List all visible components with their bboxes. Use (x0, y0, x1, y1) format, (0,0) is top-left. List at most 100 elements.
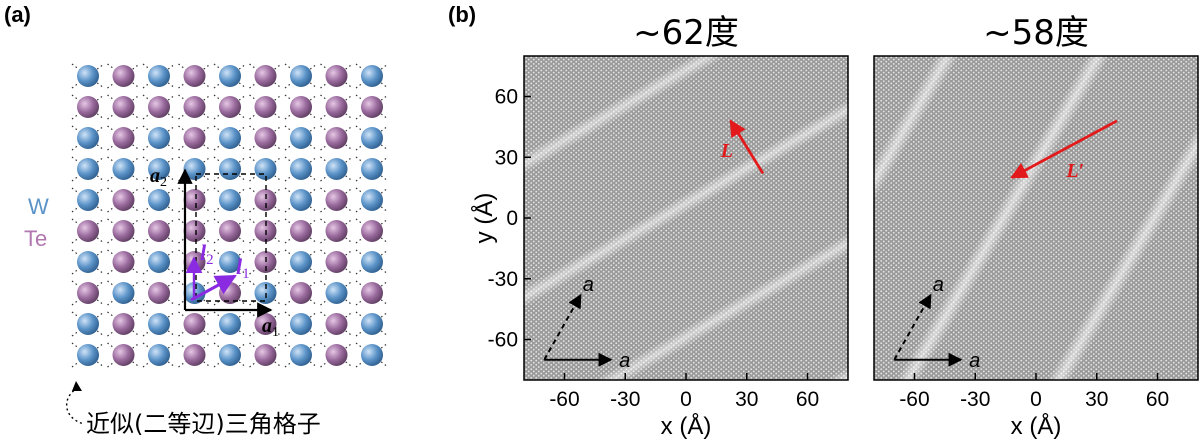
te-atom (183, 65, 206, 87)
w-atom (148, 251, 170, 273)
te-atom (254, 344, 277, 366)
plot2-a-dashed-label: a (933, 274, 944, 296)
w-atom (290, 344, 312, 366)
plot1-L-vector (729, 119, 765, 175)
w-atom (148, 189, 170, 211)
l1-vector-arrow (190, 274, 237, 302)
legend-w-label: W (28, 194, 49, 219)
plot1-title: ~62度 (633, 13, 739, 53)
plot1-a-dashed-label: a (583, 274, 594, 296)
te-atom (325, 220, 348, 242)
w-atom (219, 313, 241, 335)
te-atom (219, 220, 241, 242)
te-atom (148, 282, 170, 304)
w-atom (290, 251, 312, 273)
l2-vector-label: l2 (200, 240, 214, 268)
te-atom (254, 313, 277, 335)
x-tick-label: 60 (796, 388, 819, 411)
plot1-ticks: -60 -30 0 30 60 60 30 0 -30 -60 (488, 86, 820, 412)
w-atom (148, 158, 170, 180)
plot2-a-solid-label: a (969, 350, 980, 372)
w-atom (290, 65, 312, 87)
te-atom (183, 344, 206, 366)
w-atom (112, 158, 135, 180)
y-tick-label: 30 (495, 146, 518, 169)
te-atom (183, 189, 206, 211)
te-atom (112, 65, 135, 87)
w-atom (219, 251, 241, 273)
te-atom (183, 96, 206, 118)
w-atom (219, 65, 241, 87)
w-atom (77, 251, 99, 273)
te-atom (183, 127, 206, 149)
w-atom (77, 65, 99, 87)
te-atom (325, 344, 348, 366)
te-atom (361, 282, 383, 304)
a2-vector-label: a2 (150, 165, 167, 190)
w-atom (325, 158, 348, 180)
te-atom (325, 65, 348, 87)
te-atom (112, 127, 135, 149)
plot2-L-label: L′ (1065, 160, 1084, 182)
w-atom (77, 158, 99, 180)
plot2-xlabel: x (Å) (1011, 412, 1062, 440)
lattice-caption: 近似(二等辺)三角格子 (86, 410, 321, 438)
te-atom (183, 313, 206, 335)
x-tick-label: -30 (610, 388, 640, 411)
plot1-ylabel: y (Å) (470, 193, 498, 244)
w-atom (361, 251, 383, 273)
te-atom (325, 96, 348, 118)
te-atom (77, 96, 99, 118)
w-atom (290, 313, 312, 335)
w-atom (148, 65, 170, 87)
w-atom (361, 158, 383, 180)
w-atom (290, 127, 312, 149)
y-tick-label: -30 (488, 268, 518, 291)
plot2-L-vector (1010, 119, 1118, 179)
w-atom (361, 344, 383, 366)
w-atom (77, 127, 99, 149)
w-atom (361, 313, 383, 335)
te-atom (219, 96, 241, 118)
plot2-ticks: -60 -30 0 30 60 (899, 373, 1169, 411)
atom-lattice (71, 63, 389, 368)
x-tick-label: -30 (960, 388, 990, 411)
x-tick-label: 60 (1146, 388, 1169, 411)
w-atom (219, 158, 241, 180)
x-tick-label: 0 (1030, 388, 1042, 411)
te-atom (254, 189, 277, 211)
te-atom (112, 313, 135, 335)
y-tick-label: -60 (488, 329, 518, 352)
te-atom (361, 220, 383, 242)
te-atom (325, 189, 348, 211)
plot2-title: ~58度 (983, 13, 1089, 53)
plot1-xlabel: x (Å) (661, 412, 712, 440)
w-atom (148, 313, 170, 335)
panel-b-label: (b) (448, 2, 476, 27)
te-atom (112, 251, 135, 273)
te-atom (290, 96, 312, 118)
legend-te-label: Te (24, 226, 47, 251)
te-atom (148, 220, 170, 242)
w-atom (290, 189, 312, 211)
te-atom (325, 127, 348, 149)
te-atom (112, 189, 135, 211)
w-atom (77, 313, 99, 335)
te-atom (290, 220, 312, 242)
y-tick-label: 60 (495, 86, 518, 109)
w-atom (219, 189, 241, 211)
te-atom (325, 251, 348, 273)
plot1-frame (523, 55, 849, 381)
w-atom (219, 127, 241, 149)
te-atom (183, 220, 206, 242)
w-atom (112, 282, 135, 304)
te-atom (254, 65, 277, 87)
caption-pointer-arrow (66, 387, 85, 425)
te-atom (77, 282, 99, 304)
plot1-L-label: L (720, 140, 733, 162)
te-atom (325, 313, 348, 335)
x-tick-label: -60 (549, 388, 579, 411)
y-tick-label: 0 (506, 207, 518, 230)
plot2-a-dashed-vector (893, 293, 932, 361)
